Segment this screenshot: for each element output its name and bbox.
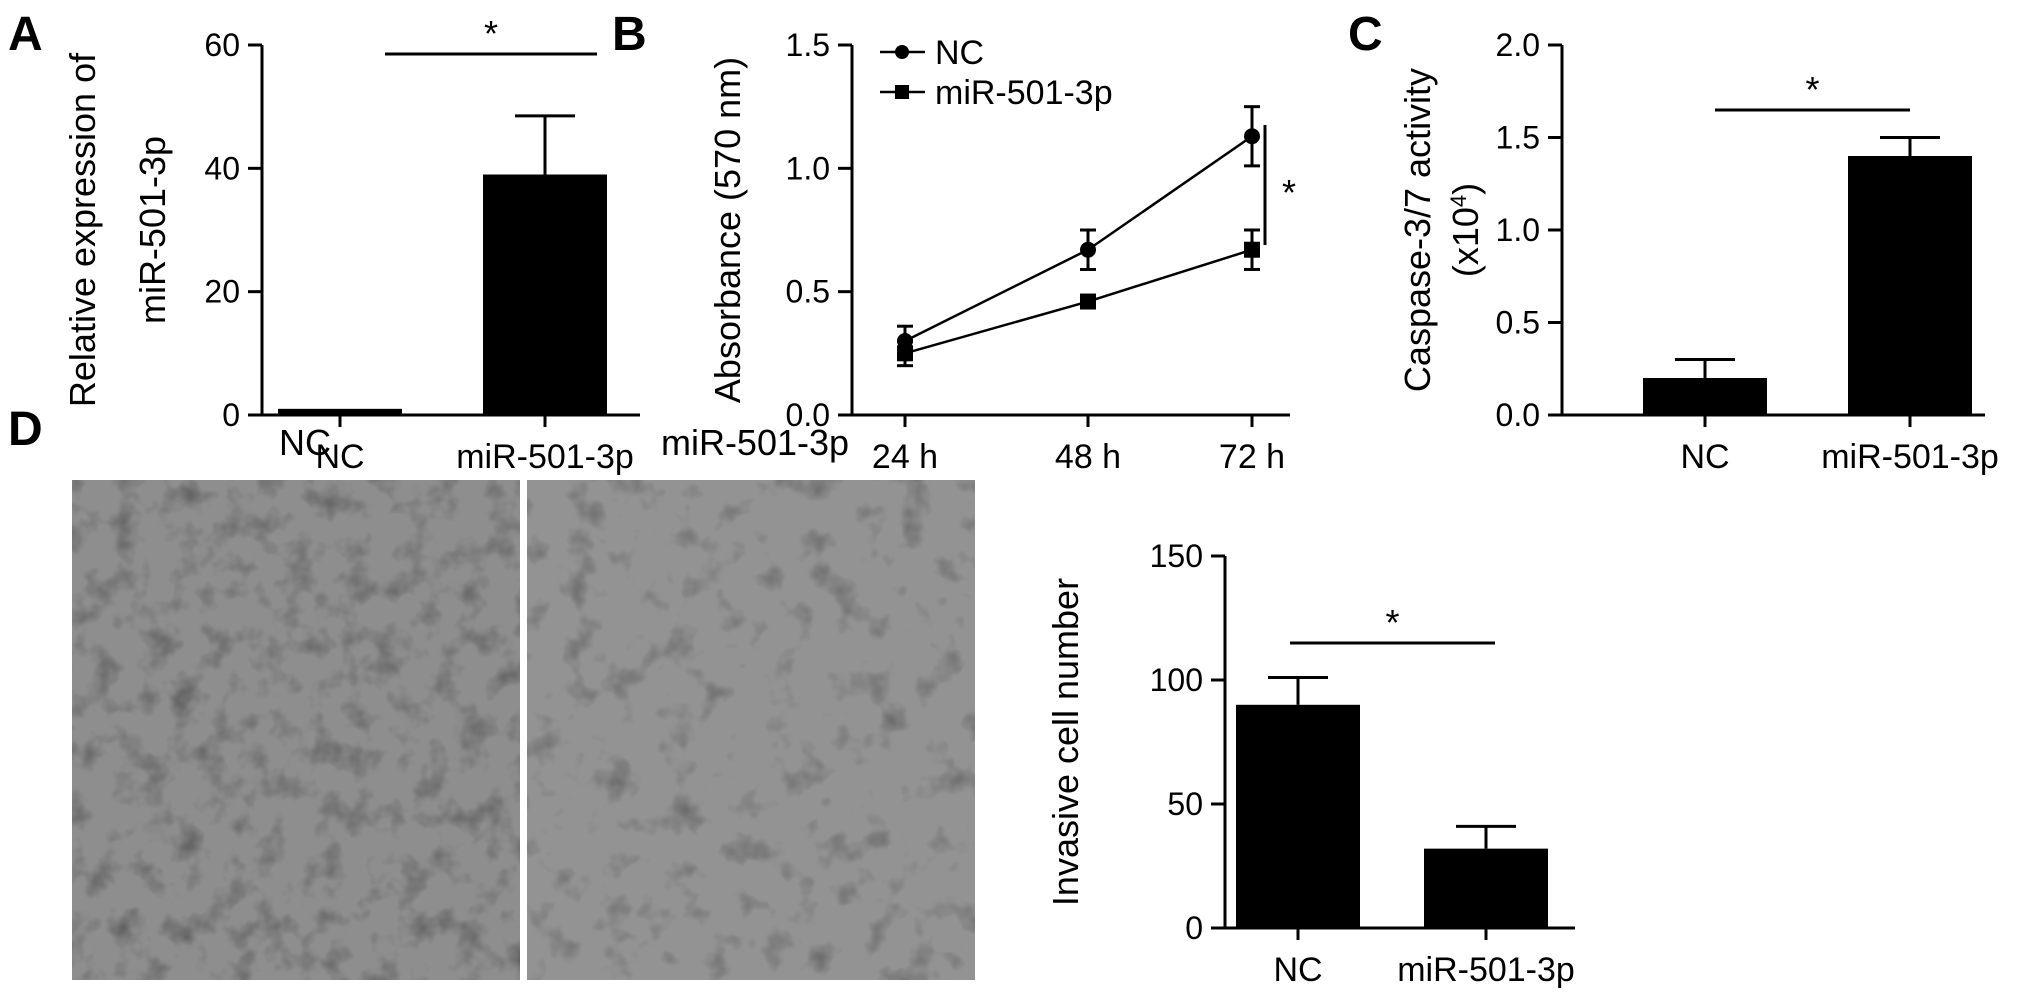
micrograph-mir-501-3p: [527, 480, 975, 980]
micrograph-label-nc: NC: [279, 422, 331, 463]
chart-c-caspase: 0.0 0.5 1.0 1.5 2.0 NC miR-501-3p * Caspase-3/7 …: [1397, 27, 1999, 476]
y-tick-label: 2.0: [1496, 27, 1540, 63]
point-0-1: [1080, 241, 1096, 258]
significance-star: *: [1385, 602, 1399, 643]
y-axis-label-line-1: Caspase-3/7 activity: [1397, 68, 1438, 392]
point-1-2: [1244, 241, 1260, 258]
y-tick-label: 1.0: [1496, 212, 1540, 248]
significance-star: *: [1282, 172, 1296, 213]
x-tick-label: 72 h: [1219, 438, 1285, 476]
legend-label: NC: [935, 34, 984, 72]
x-tick-label: NC: [1273, 951, 1322, 989]
bar-D-1: [1424, 848, 1548, 928]
series-line-0: [904, 135, 1253, 343]
micrograph-nc: [72, 480, 520, 980]
point-0-2: [1244, 128, 1260, 145]
y-tick-label: 100: [1150, 662, 1203, 698]
x-tick-label: NC: [1680, 438, 1729, 476]
point-1-1: [1080, 293, 1096, 310]
chart-a-expression: 0 20 40 60 NC miR-501-3p * Relative expression …: [62, 13, 640, 476]
bar-C-0: [1643, 378, 1767, 415]
chart-d-invasion: 0 50 100 150 NC miR-501-3p * Invasive cell numb…: [1045, 538, 1575, 989]
panel-label-a: A: [8, 8, 43, 61]
y-tick-label: 1.0: [786, 150, 830, 186]
series-line-1: [904, 248, 1253, 355]
significance-star: *: [484, 13, 498, 54]
y-tick-label: 60: [204, 27, 240, 63]
y-tick-label: 1.5: [786, 27, 830, 63]
bar-A-1: [483, 174, 607, 415]
panel-label-d: D: [8, 403, 43, 456]
x-tick-label: miR-501-3p: [1821, 438, 1999, 476]
y-axis-label: Invasive cell number: [1045, 578, 1086, 906]
panel-label-b: B: [612, 8, 647, 61]
point-1-0: [897, 345, 913, 362]
y-tick-label: 0: [222, 397, 240, 433]
bar-C-1: [1848, 156, 1972, 415]
y-axis-label-line-2: (x104): [1445, 183, 1486, 277]
x-tick-label: miR-501-3p: [1397, 951, 1575, 989]
y-tick-label: 150: [1150, 538, 1203, 574]
bar-D-0: [1236, 704, 1360, 928]
legend-label: miR-501-3p: [935, 74, 1113, 112]
y-tick-label: 50: [1167, 786, 1203, 822]
x-tick-label: miR-501-3p: [456, 438, 634, 476]
x-tick-label: 48 h: [1055, 438, 1121, 476]
significance-star: *: [1805, 69, 1819, 110]
micrograph-label-mir: miR-501-3p: [661, 422, 849, 463]
y-tick-label: 0.0: [786, 397, 830, 433]
y-axis-label-line-1: Relative expression of: [62, 52, 103, 407]
y-axis-label: Absorbance (570 nm): [707, 57, 748, 403]
superscript: 4: [1446, 195, 1471, 207]
y-tick-label: 0.5: [1496, 305, 1540, 341]
y-tick-label: 0.0: [1496, 397, 1540, 433]
x-tick-label: NC: [315, 438, 364, 476]
y-tick-label: 20: [204, 274, 240, 310]
y-tick-label: 40: [204, 150, 240, 186]
legend-marker: [895, 45, 909, 59]
x-tick-label: 24 h: [872, 438, 938, 476]
y-tick-label: 0: [1185, 910, 1203, 946]
legend-marker: [895, 85, 909, 99]
y-tick-label: 1.5: [1496, 120, 1540, 156]
y-axis-label-line-2: miR-501-3p: [132, 136, 173, 324]
y-tick-label: 0.5: [786, 274, 830, 310]
bar-A-0: [278, 408, 402, 415]
panel-label-c: C: [1348, 8, 1383, 61]
